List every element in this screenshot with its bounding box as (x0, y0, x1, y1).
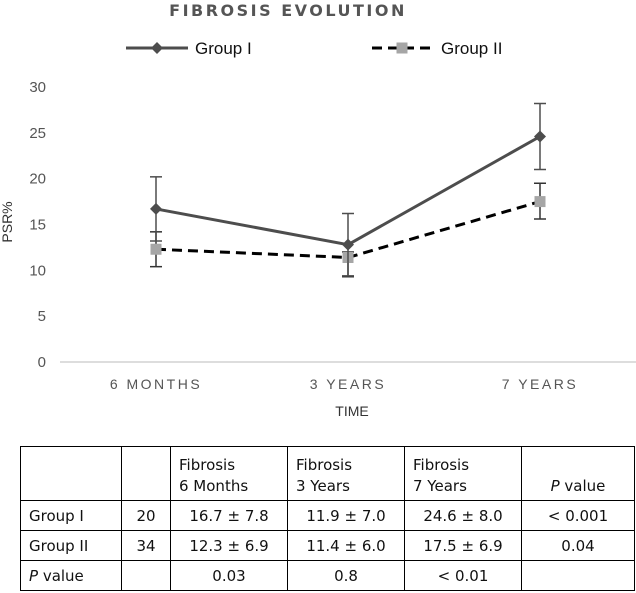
y-tick-label: 15 (29, 217, 46, 234)
legend: Group I Group II (126, 39, 502, 58)
y-axis: 0 5 10 15 20 25 30 (29, 79, 46, 371)
y-tick-label: 5 (38, 308, 46, 325)
table-cell: 20 (121, 500, 171, 531)
table-cell: 34 (121, 530, 171, 561)
table-cell: 12.3 ± 6.9 (170, 530, 288, 561)
data-point (150, 202, 162, 215)
series-group-i (150, 102, 546, 277)
table-header-cell-pvalue: P value (521, 446, 635, 501)
legend-marker (396, 42, 408, 54)
legend-marker (151, 42, 163, 54)
table-header-row: Fibrosis 6 Months Fibrosis 3 Years Fibro… (20, 446, 635, 501)
table-cell: 11.9 ± 7.0 (287, 500, 405, 531)
results-table: Fibrosis 6 Months Fibrosis 3 Years Fibro… (20, 446, 635, 591)
table-cell (121, 560, 171, 591)
table-cell: 17.5 ± 6.9 (404, 530, 522, 561)
table-cell: Group II (20, 530, 122, 561)
x-tick-label: 3 YEARS (310, 376, 386, 392)
table-cell: 0.03 (170, 560, 288, 591)
y-tick-label: 25 (29, 125, 46, 142)
table-cell: 0.04 (521, 530, 635, 561)
table-header-cell: Fibrosis 7 Years (404, 446, 522, 501)
x-axis: 6 MONTHS 3 YEARS 7 YEARS (110, 376, 578, 392)
table-cell: 11.4 ± 6.0 (287, 530, 405, 561)
y-tick-label: 10 (29, 262, 46, 279)
chart-title: FIBROSIS EVOLUTION (169, 1, 407, 20)
table-cell: < 0.001 (521, 500, 635, 531)
y-tick-label: 0 (38, 354, 46, 371)
table-cell: 0.8 (287, 560, 405, 591)
table-cell: < 0.01 (404, 560, 522, 591)
data-point (342, 238, 354, 251)
table-cell: P value (20, 560, 122, 591)
table-row: P value 0.03 0.8 < 0.01 (20, 560, 635, 591)
legend-item-group-ii: Group II (372, 39, 502, 58)
table-header-cell (20, 446, 122, 501)
legend-label: Group I (195, 39, 252, 58)
plot-area (150, 102, 546, 278)
x-tick-label: 6 MONTHS (110, 376, 202, 392)
table-cell: 24.6 ± 8.0 (404, 500, 522, 531)
legend-item-group-i: Group I (126, 39, 252, 58)
data-point (534, 196, 546, 208)
table-cell (521, 560, 635, 591)
x-tick-label: 7 YEARS (502, 376, 578, 392)
table-row: Group I 20 16.7 ± 7.8 11.9 ± 7.0 24.6 ± … (20, 500, 635, 531)
table-cell: Group I (20, 500, 122, 531)
data-point (534, 130, 546, 143)
y-tick-label: 20 (29, 171, 46, 188)
y-axis-label: PSR% (0, 201, 15, 242)
line-chart: FIBROSIS EVOLUTION Group I Group II 0 5 10 1… (0, 1, 636, 419)
table-cell: 16.7 ± 7.8 (170, 500, 288, 531)
legend-label: Group II (441, 39, 502, 58)
y-tick-label: 30 (29, 79, 46, 96)
table-header-cell: Fibrosis 3 Years (287, 446, 405, 501)
table-row: Group II 34 12.3 ± 6.9 11.4 ± 6.0 17.5 ±… (20, 530, 635, 561)
x-axis-label: TIME (335, 403, 368, 419)
data-point (150, 243, 162, 255)
table-header-cell (121, 446, 171, 501)
table-header-cell: Fibrosis 6 Months (170, 446, 288, 501)
